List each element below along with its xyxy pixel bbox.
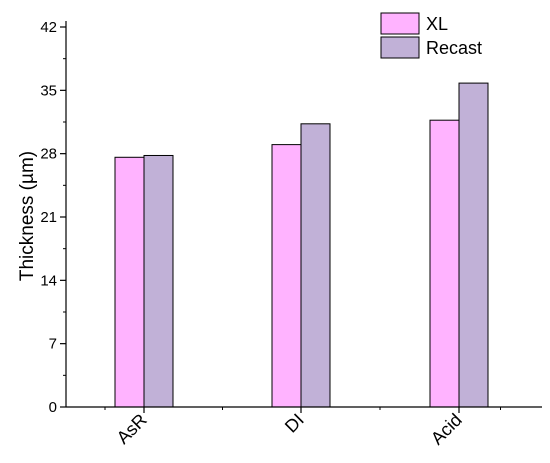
bar-recast-di <box>300 123 331 408</box>
x-tick-label: AsR <box>113 410 151 448</box>
x-tick-label: Acid <box>427 410 466 449</box>
y-tick-label: 42 <box>40 19 57 36</box>
y-tick-label: 28 <box>40 146 57 163</box>
bar-recast-asr <box>143 154 174 408</box>
y-axis-title: Thickness (µm) <box>17 151 38 281</box>
bar-xl-acid <box>429 119 460 408</box>
legend: XL Recast <box>380 12 482 59</box>
y-tick-label: 0 <box>49 399 57 416</box>
y-axis: 0 7 14 21 28 35 42 <box>40 19 67 416</box>
bar-xl-asr <box>114 156 145 408</box>
bar-recast-acid <box>458 82 489 408</box>
legend-swatch-xl <box>380 12 420 35</box>
x-axis: AsR DI Acid <box>66 406 542 449</box>
y-tick-label: 7 <box>49 336 57 353</box>
y-tick-label: 21 <box>40 209 57 226</box>
y-tick-label: 35 <box>40 82 57 99</box>
y-tick-label: 14 <box>40 272 57 289</box>
bar-xl-di <box>271 144 302 408</box>
plot-area: 0 7 14 21 28 35 42 AsR DI Acid <box>40 19 542 449</box>
legend-label-xl: XL <box>426 14 448 34</box>
legend-swatch-recast <box>380 36 420 59</box>
legend-label-recast: Recast <box>426 38 482 58</box>
bars <box>114 82 489 408</box>
x-tick-label: DI <box>281 410 308 437</box>
